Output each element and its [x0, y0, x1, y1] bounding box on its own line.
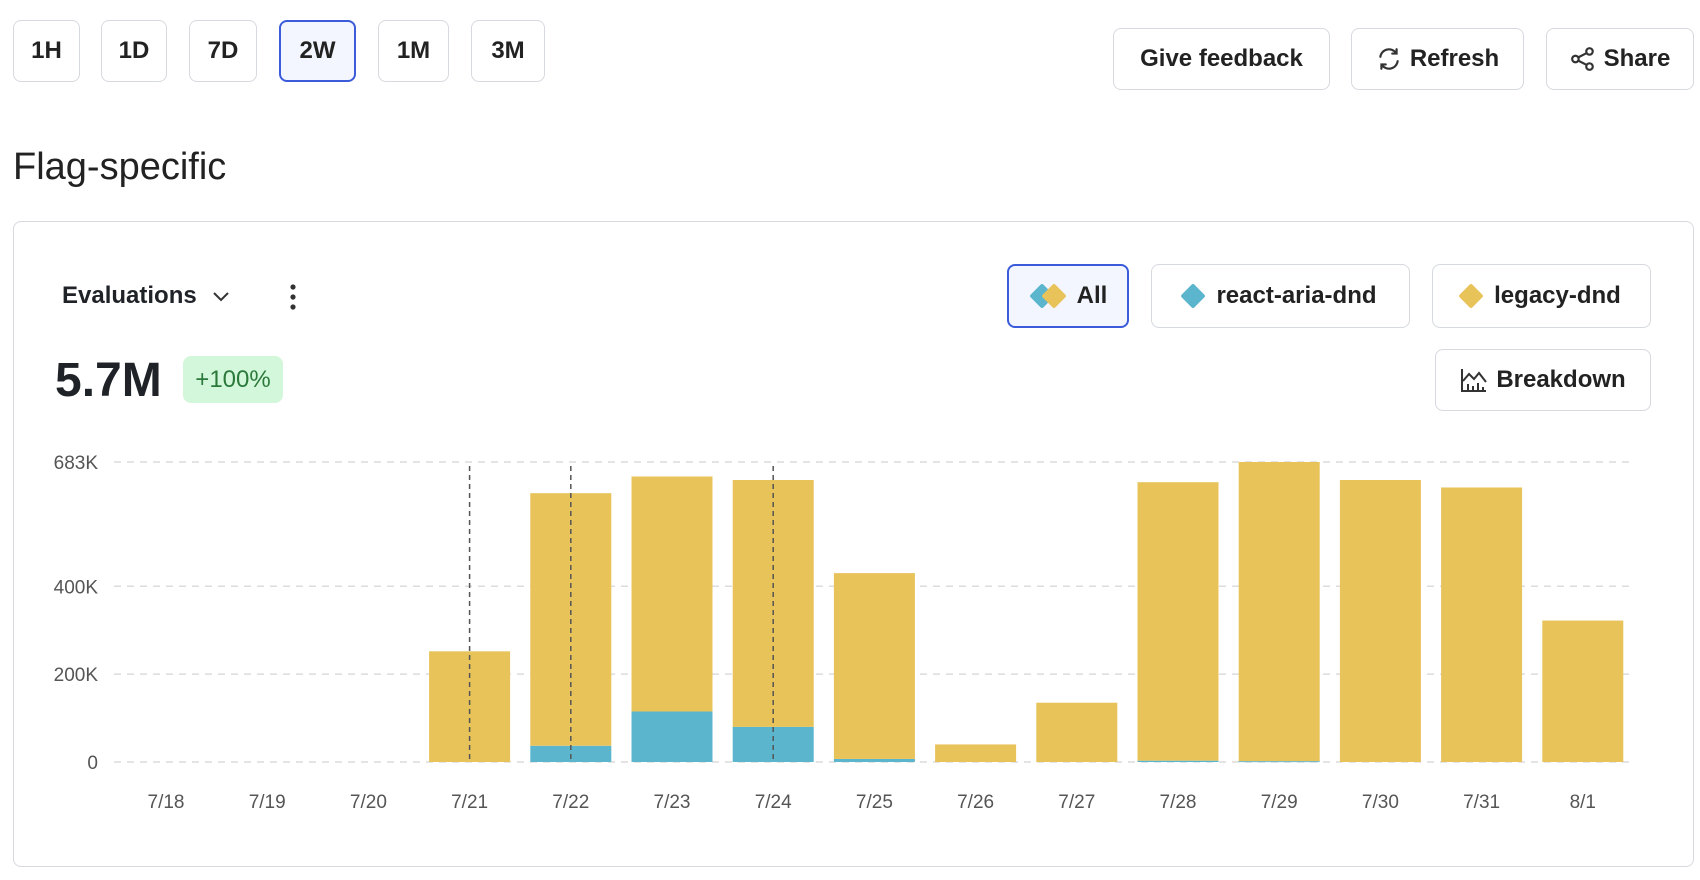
- evaluations-card: [13, 221, 1694, 867]
- filter-all-button[interactable]: All: [1007, 264, 1129, 328]
- refresh-icon: [1379, 48, 1399, 70]
- filter-label: react-aria-dnd: [1216, 282, 1377, 309]
- give-feedback-button[interactable]: Give feedback: [1113, 28, 1330, 90]
- more-options-icon[interactable]: [288, 283, 298, 316]
- range-1h-button[interactable]: 1H: [13, 20, 80, 82]
- range-2w-button[interactable]: 2W: [279, 20, 356, 82]
- x-tick-label: 7/31: [1463, 792, 1500, 813]
- y-tick-label: 0: [87, 753, 98, 774]
- y-tick-label: 400K: [54, 577, 99, 598]
- y-tick-label: 200K: [54, 665, 99, 686]
- bar-legacy-dnd-7/27: [1036, 702, 1118, 762]
- range-label: 3M: [491, 37, 525, 64]
- x-tick-label: 7/20: [350, 792, 387, 813]
- all-flags-icon: [1028, 283, 1069, 309]
- bar-react-aria-dnd-7/23: [631, 711, 713, 762]
- range-1d-button[interactable]: 1D: [101, 20, 167, 82]
- bar-react-aria-dnd-7/25: [833, 758, 915, 762]
- range-label: 7D: [207, 37, 239, 64]
- react-aria-dnd-diamond-icon: [1180, 283, 1207, 309]
- x-tick-label: 7/23: [654, 792, 691, 813]
- legacy-dnd-diamond-icon: [1458, 283, 1484, 309]
- x-tick-label: 7/21: [451, 792, 488, 813]
- bar-legacy-dnd-7/21: [429, 651, 511, 762]
- metric-dropdown[interactable]: Evaluations: [62, 282, 231, 310]
- range-label: 2W: [299, 37, 336, 64]
- change-badge: +100%: [183, 356, 283, 403]
- x-tick-label: 8/1: [1570, 792, 1596, 813]
- share-icon: [1570, 47, 1594, 71]
- x-tick-label: 7/28: [1160, 792, 1197, 813]
- filter-legacy-dnd-button[interactable]: legacy-dnd: [1432, 264, 1651, 328]
- bar-legacy-dnd-7/26: [935, 744, 1017, 762]
- filter-react-aria-dnd-button[interactable]: react-aria-dnd: [1151, 264, 1410, 328]
- share-label: Share: [1603, 45, 1671, 72]
- x-tick-label: 7/19: [249, 792, 286, 813]
- range-label: 1D: [118, 37, 150, 64]
- y-tick-label: 683K: [54, 453, 99, 474]
- share-button[interactable]: Share: [1546, 28, 1694, 90]
- bar-react-aria-dnd-7/29: [1238, 761, 1320, 763]
- x-tick-label: 7/24: [755, 792, 792, 813]
- feedback-label: Give feedback: [1140, 45, 1303, 72]
- x-tick-label: 7/22: [552, 792, 589, 813]
- breakdown-button[interactable]: Breakdown: [1435, 349, 1651, 411]
- bar-legacy-dnd-7/28: [1137, 482, 1219, 761]
- section-title: Flag-specific: [13, 146, 227, 188]
- range-3m-button[interactable]: 3M: [471, 20, 545, 82]
- refresh-button[interactable]: Refresh: [1351, 28, 1524, 90]
- x-tick-label: 7/25: [856, 792, 893, 813]
- bar-react-aria-dnd-7/28: [1137, 760, 1219, 762]
- bar-legacy-dnd-7/25: [833, 573, 915, 759]
- bar-legacy-dnd-7/23: [631, 476, 713, 712]
- range-label: 1H: [31, 37, 62, 64]
- bar-react-aria-dnd-7/22: [530, 745, 612, 762]
- range-7d-button[interactable]: 7D: [189, 20, 257, 82]
- x-tick-label: 7/27: [1058, 792, 1095, 813]
- range-1m-button[interactable]: 1M: [378, 20, 449, 82]
- bar-legacy-dnd-7/31: [1441, 487, 1523, 762]
- chevron-down-icon: [213, 292, 229, 302]
- x-tick-label: 7/30: [1362, 792, 1399, 813]
- filter-label: All: [1076, 282, 1108, 309]
- total-value: 5.7M: [55, 354, 162, 407]
- bar-legacy-dnd-8/1: [1542, 620, 1624, 762]
- filter-label: legacy-dnd: [1494, 282, 1621, 309]
- x-tick-label: 7/18: [148, 792, 185, 813]
- breakdown-chart-icon: [1461, 369, 1488, 392]
- bar-legacy-dnd-7/29: [1238, 462, 1320, 762]
- range-label: 1M: [396, 37, 431, 64]
- evaluations-chart: 0 200K 400K 683K 7/18 7/19 7/20 7/21 7/22 7/23 7/2…: [54, 453, 1630, 813]
- metric-dropdown-label: Evaluations: [62, 282, 197, 309]
- breakdown-label: Breakdown: [1496, 366, 1626, 393]
- bar-legacy-dnd-7/30: [1339, 480, 1421, 762]
- x-tick-label: 7/29: [1261, 792, 1298, 813]
- refresh-label: Refresh: [1409, 45, 1500, 72]
- x-tick-label: 7/26: [957, 792, 994, 813]
